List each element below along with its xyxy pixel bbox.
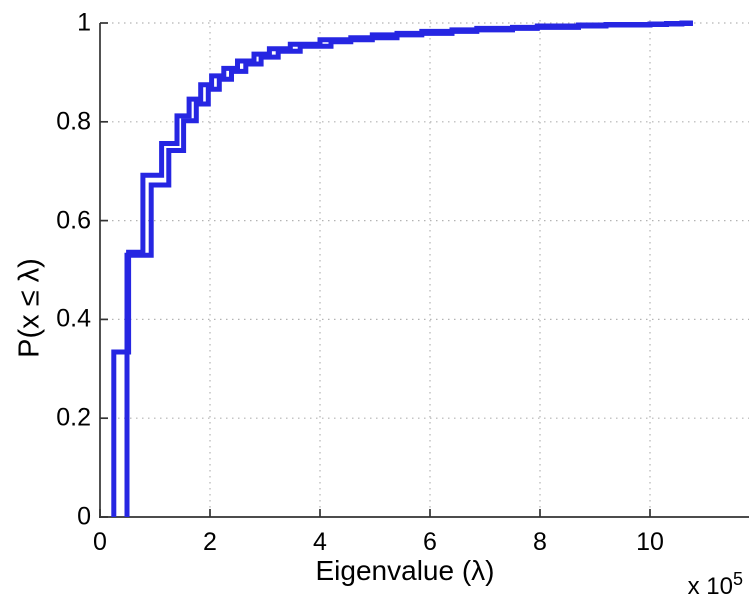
x-axis-multiplier-exponent: 5 bbox=[732, 569, 743, 589]
ecdf-curve-1 bbox=[111, 21, 693, 517]
x-axis-multiplier-base: x 10 bbox=[687, 573, 733, 600]
y-tick-label: 0 bbox=[77, 502, 91, 531]
y-tick-label: 0.6 bbox=[56, 206, 91, 235]
x-axis-title: Eigenvalue (λ) bbox=[315, 555, 495, 586]
grid-layer bbox=[100, 20, 749, 517]
x-tick-label: 10 bbox=[636, 528, 664, 556]
y-tick-label: 1 bbox=[77, 8, 91, 37]
y-axis-title: P(x ≤ λ) bbox=[13, 258, 46, 358]
y-tick-label: 0.2 bbox=[56, 403, 91, 432]
y-tick-label: 0.8 bbox=[56, 107, 91, 136]
x-tick-label: 2 bbox=[203, 528, 217, 556]
x-tick-label: 8 bbox=[533, 528, 547, 556]
x-tick-label: 0 bbox=[93, 528, 107, 556]
x-tick-label: 6 bbox=[423, 528, 437, 556]
curve-layer bbox=[111, 20, 693, 517]
y-tick-label: 0.4 bbox=[56, 304, 91, 333]
axis-layer bbox=[99, 22, 749, 518]
ecdf-curve-2 bbox=[124, 20, 693, 517]
x-axis-multiplier: x 105 bbox=[688, 569, 743, 600]
x-tick-label: 4 bbox=[313, 528, 327, 556]
